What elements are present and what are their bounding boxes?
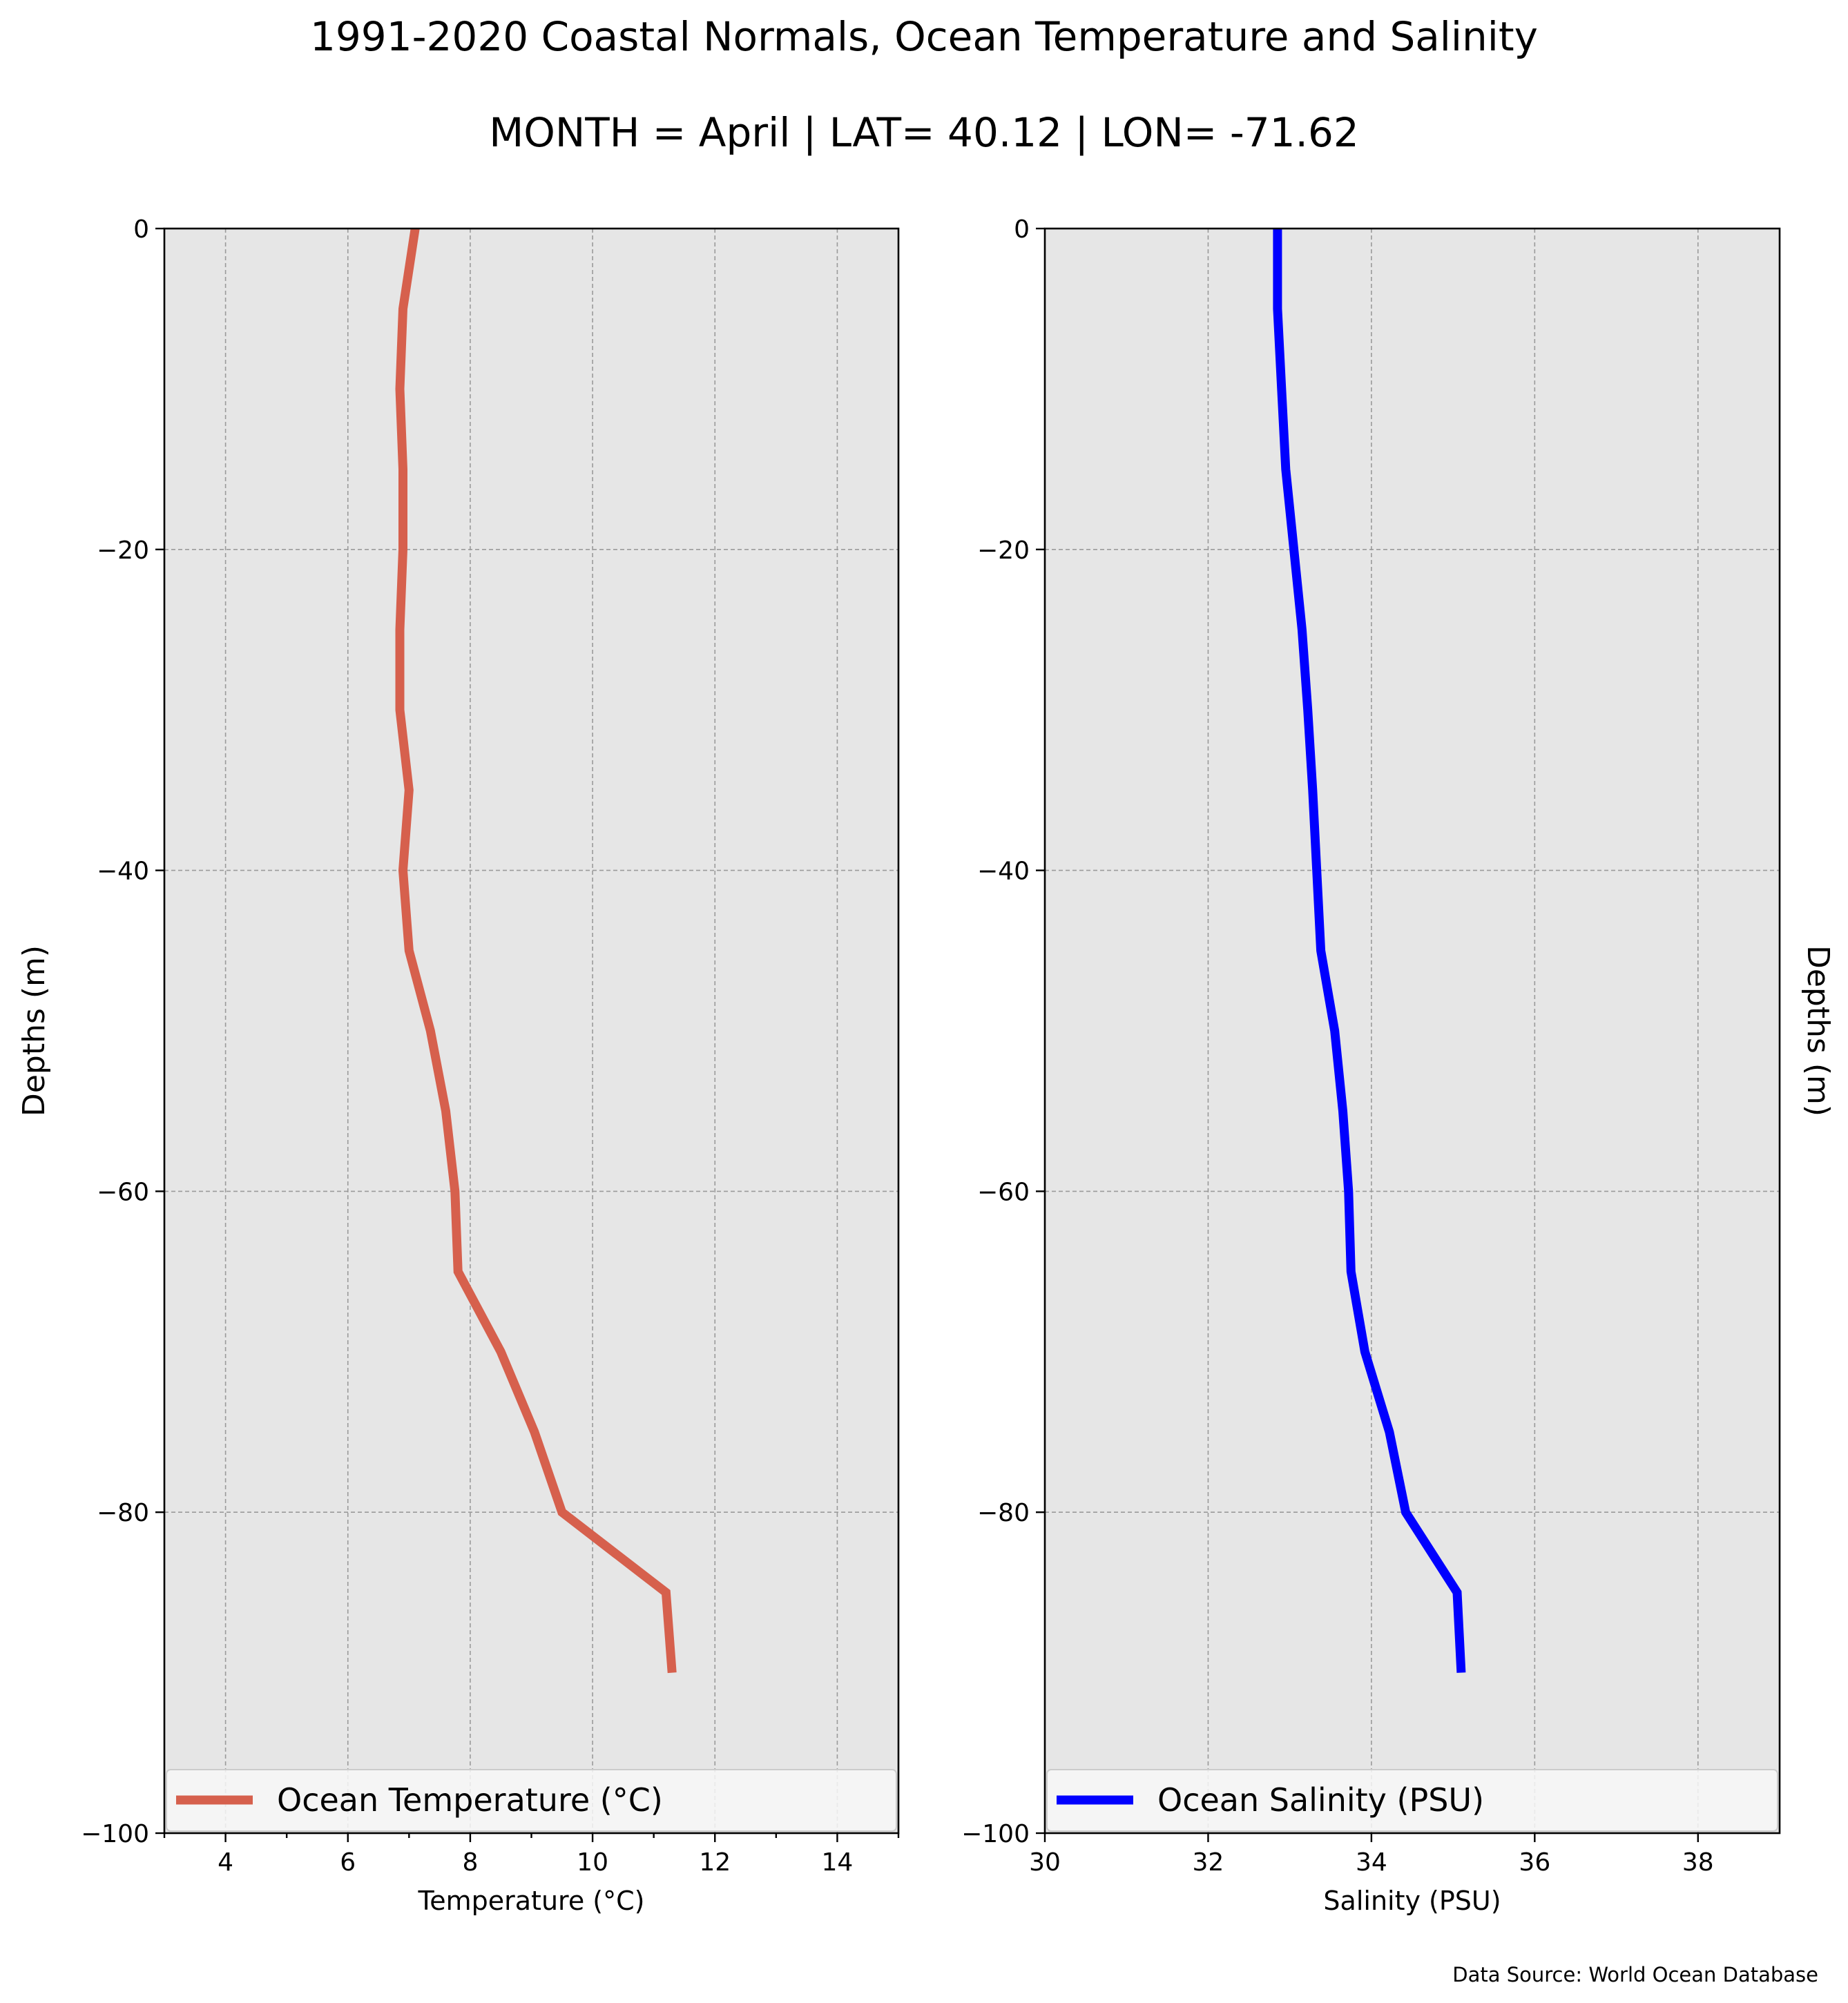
temperature-panel: Ocean Temperature (°C) 4 6 8 10 12 14 0 −20 −40 −6… <box>17 215 900 1916</box>
figure-title: 1991-2020 Coastal Normals, Ocean Tempera… <box>310 13 1538 60</box>
legend-box <box>1046 1769 1778 1832</box>
legend-box <box>166 1769 897 1832</box>
y-axis-label-right: Depths (m) <box>1800 945 1836 1116</box>
x-axis-label: Salinity (PSU) <box>1323 1886 1501 1916</box>
x-tick-label: 34 <box>1356 1848 1387 1877</box>
x-tick-label: 8 <box>462 1848 478 1877</box>
data-source-note: Data Source: World Ocean Database <box>1452 1963 1818 1986</box>
y-tick-label: −40 <box>97 858 149 886</box>
x-tick-label: 6 <box>340 1848 356 1877</box>
x-tick-label: 14 <box>822 1848 854 1877</box>
y-tick-label: −40 <box>977 858 1030 886</box>
y-axis-label: Depths (m) <box>17 945 52 1116</box>
y-tick-label: 0 <box>1014 215 1030 244</box>
y-tick-label: −20 <box>977 536 1030 565</box>
y-tick-label: −80 <box>977 1499 1030 1527</box>
plot-area <box>164 229 898 1833</box>
y-tick-label: −20 <box>97 536 149 565</box>
axes-frame <box>1043 227 1781 1835</box>
legend-label: Ocean Salinity (PSU) <box>1157 1781 1484 1819</box>
x-tick-label: 4 <box>218 1848 233 1877</box>
figure-subtitle: MONTH = April | LAT= 40.12 | LON= -71.62 <box>489 109 1359 156</box>
salinity-panel: Ocean Salinity (PSU) 30 32 34 36 38 0 −20 −40 −60… <box>961 215 1836 1916</box>
x-tick-label: 36 <box>1519 1848 1550 1877</box>
x-tick-label: 30 <box>1029 1848 1061 1877</box>
y-tick-label: 0 <box>133 215 149 244</box>
y-tick-label: −100 <box>81 1820 149 1848</box>
y-tick-label: −60 <box>977 1178 1030 1206</box>
x-tick-label: 12 <box>699 1848 731 1877</box>
plot-area <box>1045 229 1780 1833</box>
y-tick-label: −100 <box>961 1820 1030 1848</box>
y-tick-label: −60 <box>97 1178 149 1206</box>
x-tick-label: 10 <box>577 1848 608 1877</box>
series-line-ocean-temperature-c <box>395 228 677 1674</box>
y-tick-label: −80 <box>97 1499 149 1527</box>
legend: Ocean Temperature (°C) <box>166 1769 897 1832</box>
x-axis-label: Temperature (°C) <box>418 1886 645 1916</box>
x-tick-label: 38 <box>1682 1848 1714 1877</box>
legend-label: Ocean Temperature (°C) <box>277 1781 663 1819</box>
x-tick-label: 32 <box>1193 1848 1224 1877</box>
legend: Ocean Salinity (PSU) <box>1046 1769 1778 1832</box>
